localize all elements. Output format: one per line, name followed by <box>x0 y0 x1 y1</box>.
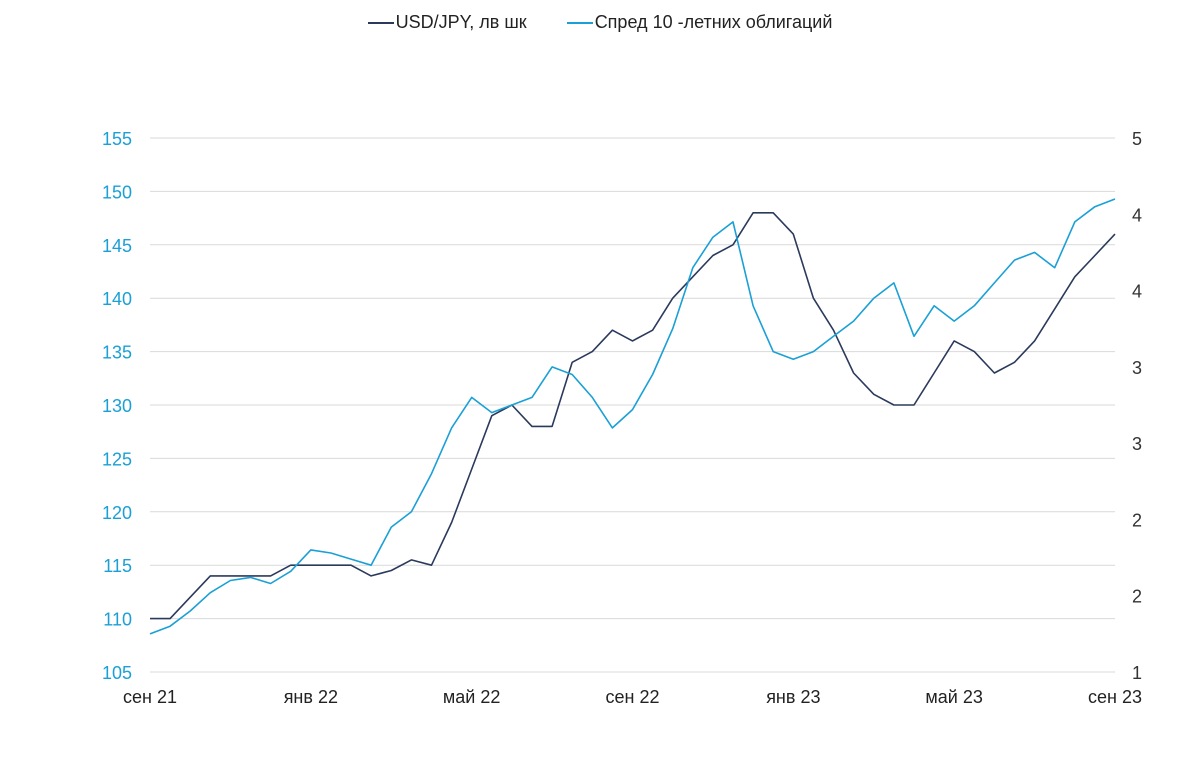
x-tick-label: янв 22 <box>284 687 338 707</box>
right-axis: 5 4 4 3 3 2 2 1 <box>1132 129 1142 683</box>
left-tick-label: 120 <box>102 503 132 523</box>
right-tick-label: 3 <box>1132 434 1142 454</box>
gridlines <box>150 137 1115 673</box>
right-tick-label: 1 <box>1132 663 1142 683</box>
left-tick-label: 110 <box>103 610 132 630</box>
legend-item-spread: Спред 10 -летних облигаций <box>566 12 833 33</box>
legend-label-spread: Спред 10 -летних облигаций <box>594 12 833 32</box>
left-tick-label: 130 <box>102 396 132 416</box>
left-tick-label: 135 <box>102 343 132 363</box>
legend-item-usdjpy: USD/JPY, лв шк <box>367 12 527 33</box>
x-tick-label: май 23 <box>925 687 982 707</box>
left-tick-label: 140 <box>102 289 132 309</box>
left-tick-label: 155 <box>102 129 132 149</box>
right-tick-label: 2 <box>1132 510 1142 530</box>
left-axis: 155 150 145 140 135 130 125 120 115 110 105 <box>102 129 132 683</box>
right-tick-label: 3 <box>1132 358 1142 378</box>
legend: USD/JPY, лв шк Спред 10 -летних облигаци… <box>0 12 1200 33</box>
series-line-spread <box>149 198 1116 635</box>
x-tick-label: янв 23 <box>766 687 820 707</box>
left-tick-label: 105 <box>102 663 132 683</box>
legend-swatch-spread <box>566 21 593 24</box>
left-tick-label: 115 <box>103 556 132 576</box>
left-tick-label: 125 <box>102 449 132 469</box>
x-tick-label: сен 21 <box>123 687 177 707</box>
series-lines <box>149 198 1116 635</box>
series-line-usdjpy <box>150 212 1116 620</box>
x-tick-label: сен 22 <box>606 687 660 707</box>
right-tick-label: 4 <box>1132 205 1142 225</box>
legend-label-usdjpy: USD/JPY, лв шк <box>395 12 527 32</box>
x-tick-label: май 22 <box>443 687 500 707</box>
x-axis: сен 21 янв 22 май 22 сен 22 янв 23 май 23 сен … <box>123 687 1142 707</box>
left-tick-label: 145 <box>102 236 132 256</box>
left-tick-label: 150 <box>102 182 132 202</box>
right-tick-label: 2 <box>1132 587 1142 607</box>
right-tick-label: 4 <box>1132 282 1142 302</box>
right-tick-label: 5 <box>1132 129 1142 149</box>
x-tick-label: сен 23 <box>1088 687 1142 707</box>
legend-swatch-usdjpy <box>367 21 394 24</box>
